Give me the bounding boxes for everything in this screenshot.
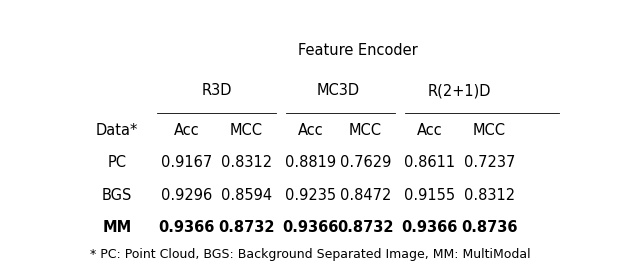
Text: 0.9366: 0.9366 [282, 220, 339, 235]
Text: Acc: Acc [298, 123, 323, 138]
Text: 0.8819: 0.8819 [285, 156, 336, 170]
Text: 0.7237: 0.7237 [463, 156, 515, 170]
Text: Acc: Acc [174, 123, 200, 138]
Text: MCC: MCC [349, 123, 381, 138]
Text: PC: PC [108, 156, 127, 170]
Text: 0.8736: 0.8736 [461, 220, 518, 235]
Text: 0.7629: 0.7629 [339, 156, 391, 170]
Text: 0.8312: 0.8312 [221, 156, 272, 170]
Text: MM: MM [102, 220, 132, 235]
Text: 0.8472: 0.8472 [339, 188, 391, 203]
Text: R(2+1)D: R(2+1)D [428, 83, 491, 98]
Text: 0.8594: 0.8594 [221, 188, 272, 203]
Text: 0.9235: 0.9235 [285, 188, 336, 203]
Text: 0.8312: 0.8312 [463, 188, 515, 203]
Text: * PC: Point Cloud, BGS: Background Separated Image, MM: MultiModal: * PC: Point Cloud, BGS: Background Separ… [90, 248, 531, 261]
Text: Acc: Acc [417, 123, 442, 138]
Text: 0.9296: 0.9296 [161, 188, 212, 203]
Text: Feature Encoder: Feature Encoder [298, 43, 418, 58]
Text: BGS: BGS [102, 188, 132, 203]
Text: 0.9366: 0.9366 [401, 220, 458, 235]
Text: MC3D: MC3D [316, 83, 360, 98]
Text: 0.9155: 0.9155 [404, 188, 455, 203]
Text: MCC: MCC [473, 123, 506, 138]
Text: MCC: MCC [230, 123, 262, 138]
Text: 0.8732: 0.8732 [337, 220, 394, 235]
Text: 0.8611: 0.8611 [404, 156, 455, 170]
Text: 0.9167: 0.9167 [161, 156, 212, 170]
Text: Data*: Data* [96, 123, 138, 138]
Text: 0.9366: 0.9366 [159, 220, 215, 235]
Text: R3D: R3D [201, 83, 232, 98]
Text: 0.8732: 0.8732 [218, 220, 275, 235]
